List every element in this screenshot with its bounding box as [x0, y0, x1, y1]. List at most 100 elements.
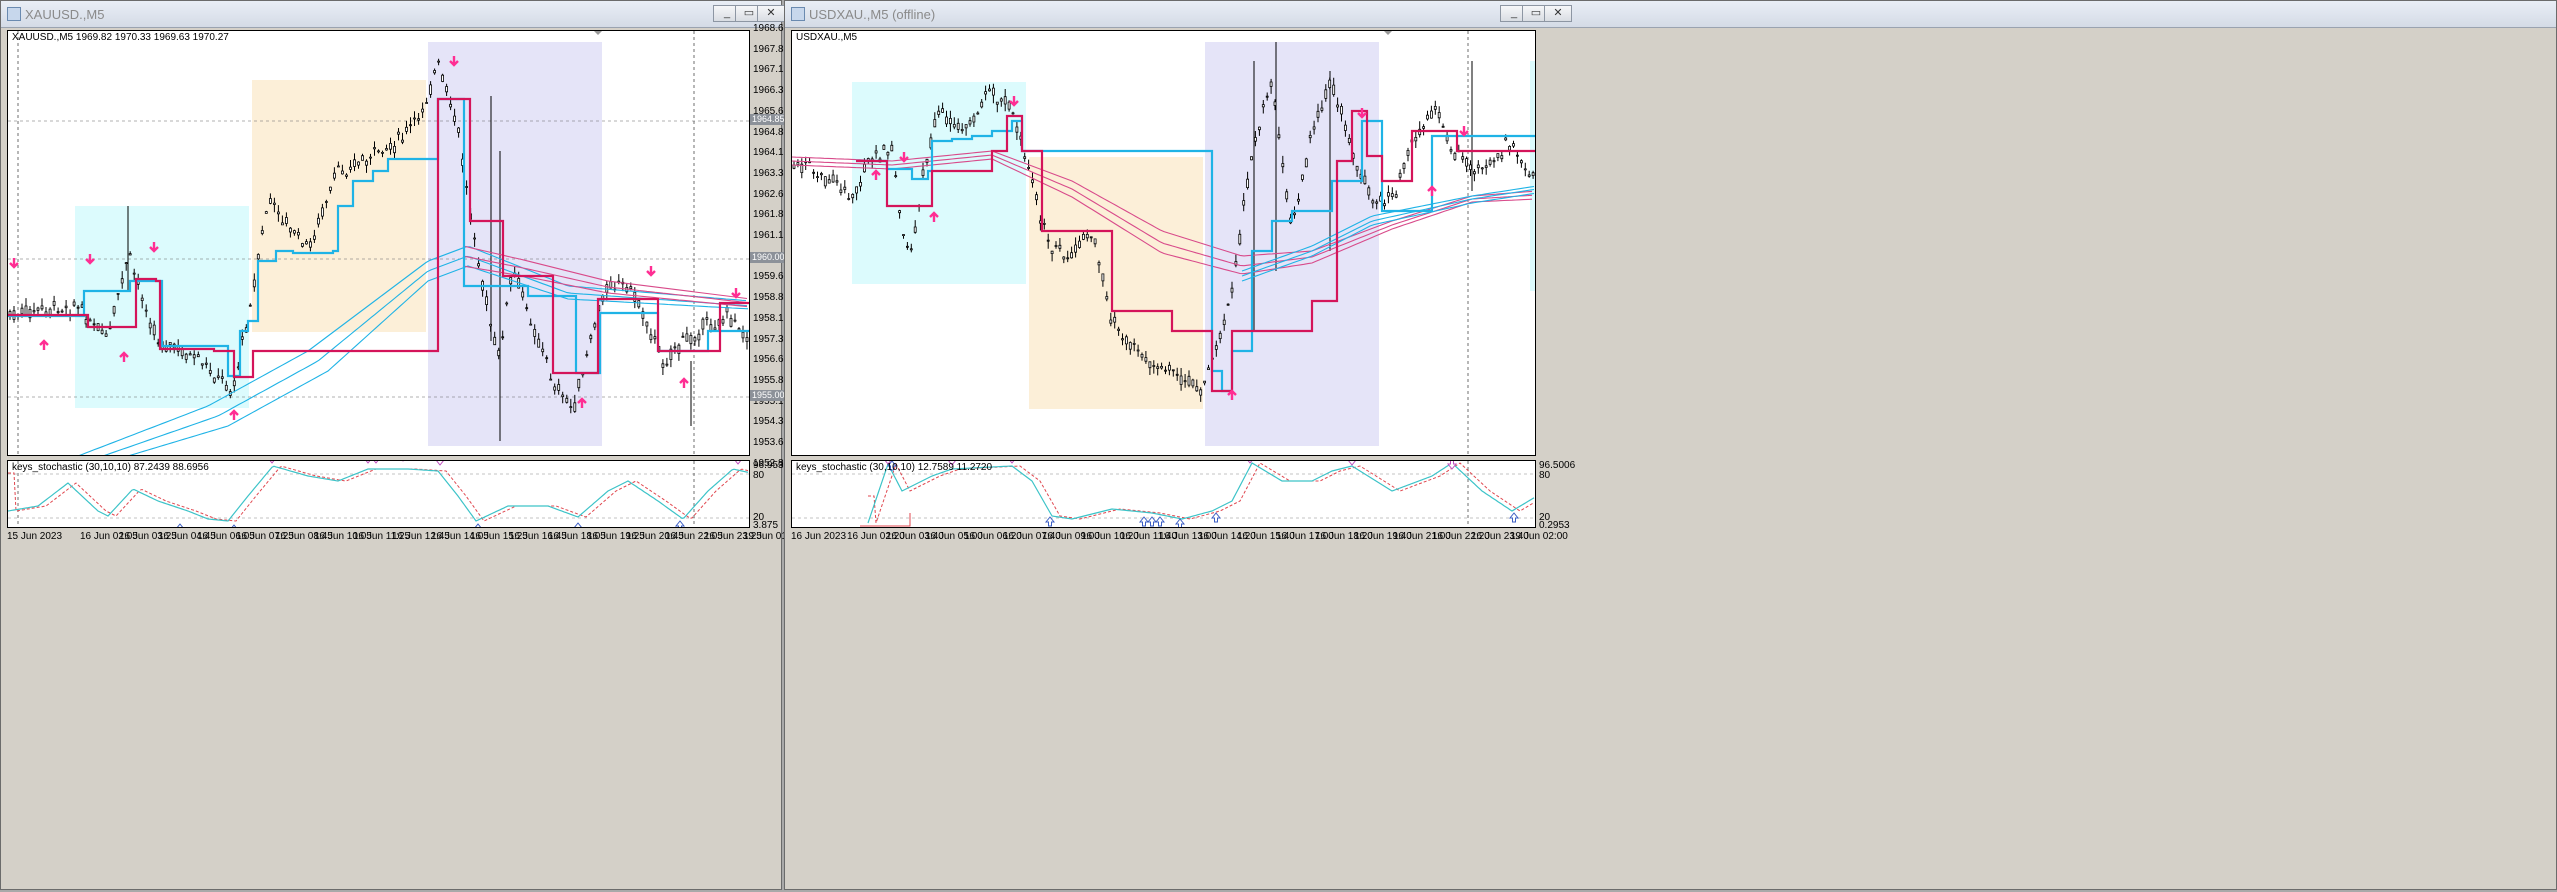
time-tick-label: 16 Jun 12:45 [392, 531, 450, 542]
stoch-down-arrow-icon [734, 461, 742, 465]
moving-average-line [792, 158, 1533, 275]
restore-button[interactable]: ▭ [1522, 5, 1550, 22]
time-tick-label: 16 Jun 11:25 [353, 531, 411, 542]
shift-marker [1384, 31, 1392, 35]
stoch-up-arrow-icon [1146, 516, 1158, 527]
indicator-tick-label: 3.875 [753, 520, 779, 531]
price-marker-label: 1955.00 [750, 390, 787, 401]
buy-arrow-icon [1227, 389, 1237, 400]
time-tick-label: 16 Jun 22:05 [665, 531, 723, 542]
time-tick-label: 16 Jun 06:20 [964, 531, 1022, 542]
session-zone [1029, 157, 1203, 409]
close-button[interactable]: ✕ [757, 5, 785, 22]
time-tick-label: 16 Jun 2023 [791, 531, 847, 542]
price-tick-label: 1958.85 [753, 292, 790, 304]
stoch-down-arrow-icon [1348, 461, 1356, 466]
moving-average-line [1241, 188, 1535, 277]
price-tick-label: 1966.35 [753, 85, 790, 97]
price-tick-label: 1956.60 [753, 354, 790, 366]
symbol-info-label: XAUUSD.,M5 1969.82 1970.33 1969.63 1970.… [12, 32, 229, 43]
time-tick-label: 19 Jun 01:45 [743, 531, 801, 542]
stoch-up-arrow-icon [674, 520, 686, 527]
time-tick-label: 16 Jun 15:40 [1237, 531, 1295, 542]
price-tick-label: 1955.85 [753, 374, 790, 386]
stochastic-signal-line [8, 465, 749, 522]
price-tick-label: 1954.35 [753, 416, 790, 428]
time-tick-label: 16 Jun 13:00 [1159, 531, 1217, 542]
stoch-up-arrow-icon [231, 524, 237, 527]
time-tick-label: 16 Jun 03:25 [119, 531, 177, 542]
stochastic-main-line [8, 465, 749, 522]
time-tick-label: 16 Jun 04:45 [158, 531, 216, 542]
price-axis[interactable]: 1968.60 1967.85 1967.10 1966.35 1965.60 1964.… [750, 23, 789, 469]
time-tick-label: 16 Jun 06:05 [197, 531, 255, 542]
time-tick-label: 15 Jun 2023 [7, 531, 63, 542]
sell-arrow-icon [731, 288, 741, 299]
price-chart[interactable]: XAUUSD.,M5 1969.82 1970.33 1969.63 1970.… [7, 30, 750, 456]
title-bar[interactable]: USDXAU.,M5 (offline) _ ▭ ✕ [785, 1, 2556, 28]
time-tick-label: 16 Jun 16:45 [509, 531, 567, 542]
chart-window-icon [7, 7, 21, 21]
stoch-up-arrow-icon [1044, 516, 1056, 527]
time-tick-label: 16 Jun 18:05 [548, 531, 606, 542]
stochastic-indicator-pane[interactable]: keys_stochastic (30,10,10) 87.2439 88.69… [7, 460, 750, 528]
time-tick-label: 16 Jun 21:00 [1393, 531, 1451, 542]
stoch-down-arrow-icon [373, 461, 379, 464]
stoch-up-arrow-icon [474, 523, 482, 527]
stoch-up-arrow-icon [1154, 516, 1166, 527]
time-tick-label: 16 Jun 11:40 [1120, 531, 1178, 542]
time-tick-label: 16 Jun 19:40 [1354, 531, 1412, 542]
time-tick-label: 16 Jun 23:40 [1471, 531, 1529, 542]
chart-window-xauusd[interactable]: XAUUSD.,M5 _ ▭ ✕ XAUUSD.,M5 1969.82 1970… [0, 0, 801, 890]
session-zone [1530, 61, 1535, 291]
time-tick-label: 16 Jun 15:25 [470, 531, 528, 542]
time-tick-label: 16 Jun 07:40 [1003, 531, 1061, 542]
stoch-down-arrow-icon [365, 461, 371, 464]
price-tick-label: 1959.60 [753, 271, 790, 283]
chart-window-icon [791, 7, 805, 21]
price-tick-label: 1965.60 [753, 105, 790, 117]
stochastic-indicator-pane[interactable]: keys_stochastic (30,10,10) 12.7589 11.27… [791, 460, 1536, 528]
price-marker-label: 1964.85 [750, 114, 787, 125]
time-tick-label: 16 Jun 10:05 [314, 531, 372, 542]
close-button[interactable]: ✕ [1544, 5, 1572, 22]
price-axis[interactable] [1536, 30, 1568, 456]
trailing-stop-magenta [856, 109, 1535, 393]
buy-arrow-icon [577, 397, 587, 408]
buy-arrow-icon [929, 211, 939, 222]
moving-average-line [792, 154, 1533, 267]
price-tick-label: 1964.10 [753, 147, 790, 159]
time-tick-label: 16 Jun 08:45 [275, 531, 333, 542]
time-axis[interactable]: 16 Jun 2023 16 Jun 02:20 16 Jun 03:40 16 Ju… [791, 529, 1568, 545]
price-tick-label: 1967.10 [753, 64, 790, 76]
trailing-stop-cyan [856, 119, 1535, 393]
time-tick-label: 16 Jun 05:00 [925, 531, 983, 542]
time-tick-label: 16 Jun 10:20 [1081, 531, 1139, 542]
stoch-down-arrow-icon [1446, 461, 1458, 470]
time-axis[interactable]: 15 Jun 2023 16 Jun 02:05 16 Jun 03:25 16 Ju… [7, 529, 801, 545]
indicator-label: keys_stochastic (30,10,10) 87.2439 88.69… [12, 462, 209, 473]
stochastic-main-line [867, 462, 1535, 524]
title-bar[interactable]: XAUUSD.,M5 _ ▭ ✕ [1, 1, 785, 28]
price-chart[interactable]: USDXAU.,M5 [791, 30, 1536, 456]
chart-canvas [792, 31, 1535, 455]
indicator-tick-label: 80 [753, 470, 765, 481]
moving-average-line [462, 255, 748, 304]
sell-arrow-icon [9, 258, 19, 269]
time-tick-label: 16 Jun 23:25 [704, 531, 762, 542]
session-zone [1205, 42, 1379, 446]
chart-window-usdxau[interactable]: USDXAU.,M5 (offline) _ ▭ ✕ USDXAU.,M5 ke… [784, 0, 2557, 890]
price-tick-label: 1953.60 [753, 437, 790, 448]
stoch-up-arrow-icon [574, 522, 582, 527]
stoch-up-arrow-icon [1210, 512, 1222, 523]
symbol-info-label: USDXAU.,M5 [796, 32, 858, 43]
time-tick-label: 16 Jun 03:40 [886, 531, 944, 542]
time-tick-label: 16 Jun 07:25 [236, 531, 294, 542]
trailing-stop-magenta [8, 97, 749, 379]
buy-arrow-icon [871, 169, 881, 180]
time-tick-label: 16 Jun 14:05 [431, 531, 489, 542]
moving-average-line [79, 246, 747, 455]
moving-average-line [462, 265, 748, 308]
stoch-down-arrow-icon [948, 461, 956, 466]
sell-arrow-icon [449, 56, 459, 67]
